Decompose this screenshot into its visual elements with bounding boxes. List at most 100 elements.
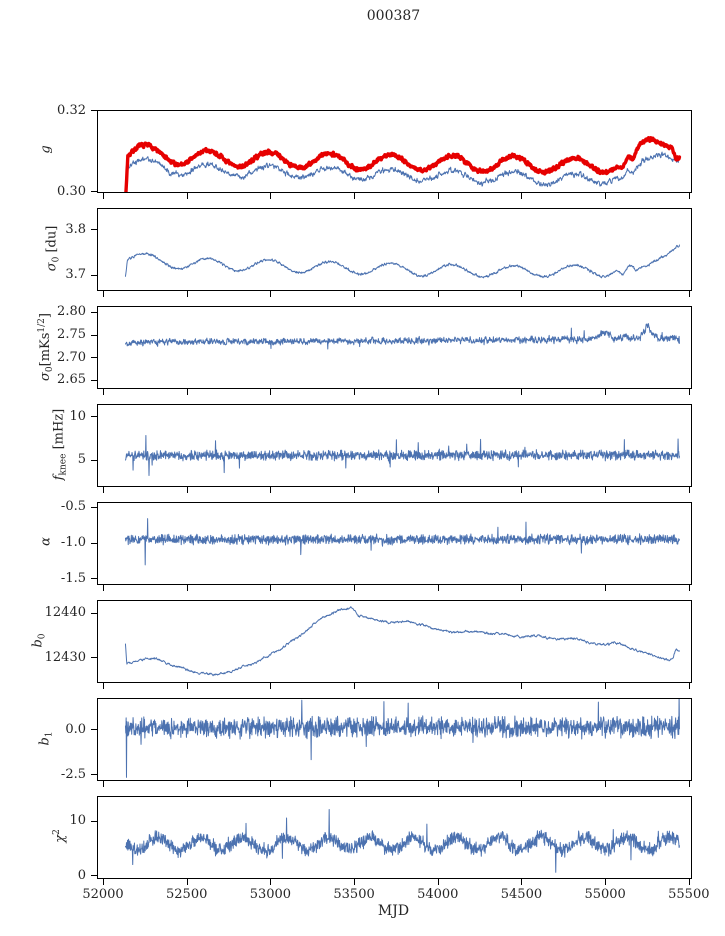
x-tick-mark: [437, 683, 439, 689]
x-tick-mark: [521, 781, 523, 787]
x-tick-mark: [103, 193, 105, 199]
x-tick-label: 54000: [417, 887, 459, 902]
x-tick-mark: [354, 487, 356, 493]
x-tick-mark: [186, 781, 188, 787]
y-tick-label: 3.8: [65, 221, 86, 237]
subplot-frame-b0: [97, 600, 692, 683]
y-tick-label: 2.70: [57, 349, 86, 365]
series-canvas-g: [98, 111, 691, 192]
x-tick-mark: [605, 683, 607, 689]
x-tick-mark: [521, 683, 523, 689]
x-tick-mark: [688, 193, 690, 199]
y-tick-mark: [91, 820, 97, 822]
y-tick-label: 10: [69, 813, 86, 829]
y-axis-label-part: α: [38, 536, 54, 546]
x-tick-label: 52500: [166, 887, 208, 902]
series-canvas-sigma0-mK: [98, 307, 691, 388]
x-tick-mark: [688, 683, 690, 689]
x-tick-mark: [186, 585, 188, 591]
subplot-frame-b1: [97, 698, 692, 781]
x-tick-mark: [437, 879, 439, 885]
x-tick-mark: [521, 291, 523, 297]
y-tick-mark: [91, 875, 97, 877]
x-axis-label: MJD: [377, 903, 410, 919]
y-tick-mark: [91, 416, 97, 418]
x-tick-mark: [186, 389, 188, 395]
y-tick-label: 2.75: [57, 327, 86, 342]
x-tick-mark: [354, 389, 356, 395]
x-tick-mark: [354, 683, 356, 689]
x-tick-mark: [437, 781, 439, 787]
y-tick-mark: [91, 191, 97, 192]
y-tick-label: 10: [69, 408, 86, 424]
series-canvas-sigma0-du: [98, 209, 691, 290]
x-tick-mark: [354, 291, 356, 297]
x-tick-mark: [270, 193, 272, 199]
x-tick-mark: [688, 585, 690, 591]
y-tick-mark: [91, 311, 97, 313]
y-axis-label-part: [mKs: [37, 332, 53, 366]
x-tick-mark: [354, 879, 356, 885]
series-canvas-f-knee: [98, 405, 691, 486]
x-tick-mark: [186, 683, 188, 689]
x-tick-label: 54500: [500, 887, 543, 902]
y-tick-label: 0: [77, 867, 86, 883]
x-tick-label: 53000: [249, 887, 292, 902]
x-tick-mark: [103, 683, 105, 689]
y-tick-label: 5: [77, 452, 86, 468]
figure-title: 000387: [366, 8, 421, 24]
x-tick-mark: [103, 879, 105, 885]
x-tick-mark: [605, 291, 607, 297]
x-tick-mark: [103, 487, 105, 493]
y-tick-mark: [91, 379, 97, 381]
x-tick-mark: [354, 781, 356, 787]
x-tick-mark: [270, 585, 272, 591]
x-tick-mark: [521, 389, 523, 395]
y-tick-label: 2.65: [57, 372, 86, 388]
x-tick-mark: [103, 585, 105, 591]
series-canvas-b1: [98, 699, 691, 780]
x-tick-mark: [270, 879, 272, 885]
x-tick-mark: [605, 389, 607, 395]
x-tick-mark: [521, 879, 523, 885]
series-canvas-chi2: [98, 797, 691, 878]
y-tick-label: 0.30: [57, 183, 86, 199]
x-tick-mark: [688, 781, 690, 787]
x-tick-mark: [521, 585, 523, 591]
x-tick-mark: [186, 193, 188, 199]
y-tick-label: 0.0: [65, 721, 86, 737]
x-tick-mark: [437, 389, 439, 395]
y-tick-label: 3.7: [65, 267, 86, 283]
x-tick-label: 52000: [82, 887, 124, 902]
y-axis-label-part: 0: [37, 632, 47, 639]
x-tick-mark: [437, 487, 439, 493]
y-axis-label-part: 1: [44, 730, 55, 737]
x-tick-mark: [354, 193, 356, 199]
y-tick-label: -1.0: [60, 535, 86, 550]
subplot-frame-alpha: [97, 502, 692, 585]
x-tick-mark: [186, 879, 188, 885]
x-tick-mark: [605, 781, 607, 787]
x-tick-mark: [605, 879, 607, 885]
x-tick-mark: [103, 389, 105, 395]
y-tick-mark: [91, 657, 97, 659]
y-axis-label-part: b: [30, 638, 45, 648]
x-tick-mark: [437, 585, 439, 591]
subplot-frame-sigma0-du: [97, 208, 692, 291]
y-tick-label: 12430: [44, 649, 86, 665]
y-axis-label-part: ]: [37, 312, 53, 318]
y-axis-label-part: 1/2: [36, 317, 47, 333]
y-tick-mark: [91, 274, 97, 276]
y-axis-label-chi2: χ2: [52, 756, 68, 916]
y-tick-mark: [91, 110, 97, 111]
subplot-frame-g: [97, 110, 692, 193]
x-tick-mark: [186, 291, 188, 297]
subplot-frame-sigma0-mK: [97, 306, 692, 389]
y-axis-label-part: 2: [52, 828, 63, 835]
y-tick-mark: [91, 729, 97, 731]
x-tick-mark: [103, 781, 105, 787]
y-axis-label-part: f: [51, 474, 67, 480]
x-tick-mark: [688, 389, 690, 395]
series-canvas-b0: [98, 601, 691, 682]
